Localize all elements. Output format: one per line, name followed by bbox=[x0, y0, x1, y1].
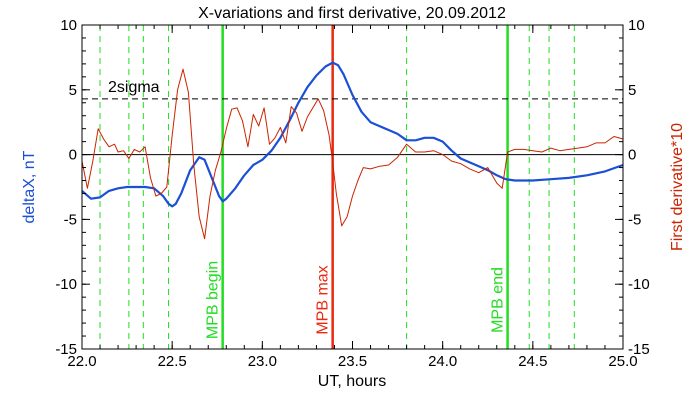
chart-title: X-variations and first derivative, 20.09… bbox=[198, 5, 506, 22]
y-tick-label-right: 0 bbox=[628, 147, 636, 164]
marker-label-mpb-max: MPB max bbox=[315, 265, 332, 334]
series-lines bbox=[81, 61, 624, 240]
vertical-markers bbox=[99, 25, 575, 349]
x-axis-title: UT, hours bbox=[318, 373, 386, 390]
y-tick-label-left: -10 bbox=[55, 276, 77, 293]
y-tick-label-left: -15 bbox=[55, 341, 77, 358]
marker-labels: MPB begin MPB max MPB end bbox=[205, 261, 507, 339]
y-tick-label-left: 0 bbox=[69, 147, 77, 164]
deltax-series-line bbox=[81, 61, 624, 208]
x-tick-label: 24.5 bbox=[518, 353, 547, 370]
y-tick-label-right: 5 bbox=[628, 82, 636, 99]
reference-lines bbox=[82, 98, 623, 156]
y-tick-label-left: 10 bbox=[60, 17, 77, 34]
threshold-label: 2sigma bbox=[108, 79, 160, 96]
x-tick-label: 23.5 bbox=[338, 353, 367, 370]
marker-label-mpb-end: MPB end bbox=[490, 267, 507, 333]
x-tick-label: 24.0 bbox=[428, 353, 457, 370]
y-tick-label-left: 5 bbox=[69, 82, 77, 99]
x-tick-label: 22.0 bbox=[67, 353, 96, 370]
y-axis-title-left: deltaX, nT bbox=[21, 150, 38, 223]
x-tick-label: 23.0 bbox=[248, 353, 277, 370]
y-tick-label-left: -5 bbox=[64, 211, 77, 228]
x-tick-label: 22.5 bbox=[158, 353, 187, 370]
y-axis-title-right: First derivative*10 bbox=[669, 123, 686, 251]
axis-ticks: 22.0 22.5 23.0 23.5 24.0 24.5 25.0 10 10 5 5 0 0 -5 -5… bbox=[55, 17, 649, 370]
plot-frame bbox=[81, 24, 624, 350]
y-tick-label-right: -10 bbox=[628, 276, 650, 293]
y-tick-label-right: -5 bbox=[628, 211, 641, 228]
x-tick-label: 25.0 bbox=[608, 353, 637, 370]
marker-label-mpb-begin: MPB begin bbox=[205, 261, 222, 339]
derivative-series-line bbox=[81, 68, 624, 240]
y-tick-label-right: 10 bbox=[628, 17, 645, 34]
y-tick-label-right: -15 bbox=[628, 341, 650, 358]
